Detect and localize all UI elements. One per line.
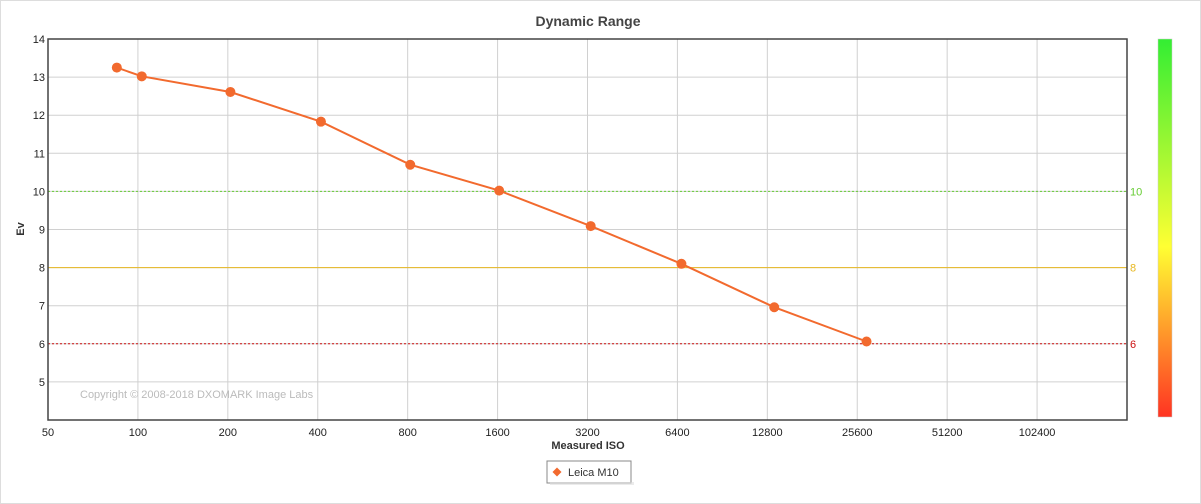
color-scale-bar — [1157, 38, 1173, 418]
x-tick-label: 12800 — [752, 427, 783, 439]
data-point[interactable] — [405, 159, 416, 170]
y-tick-label: 12 — [33, 110, 45, 122]
y-tick-label: 9 — [39, 225, 45, 237]
x-tick-label: 102400 — [1019, 427, 1056, 439]
y-axis-ticks: 5 6 7 8 9 10 11 12 13 14 — [33, 34, 45, 389]
y-tick-label: 14 — [33, 34, 45, 46]
x-axis-ticks: 50 100 200 400 800 1600 3200 6400 12800 25600 5120… — [42, 427, 1056, 439]
y-tick-label: 8 — [39, 263, 45, 275]
reference-labels: 10 8 6 — [1130, 186, 1142, 350]
reference-label-6: 6 — [1130, 339, 1136, 351]
reference-label-10: 10 — [1130, 186, 1142, 198]
y-tick-label: 10 — [33, 186, 45, 198]
y-axis-label: Ev — [15, 221, 27, 235]
grid-lines — [48, 39, 1127, 420]
reference-lines — [48, 190, 1127, 345]
x-tick-label: 200 — [219, 427, 237, 439]
x-tick-label: 400 — [309, 427, 327, 439]
data-point[interactable] — [676, 258, 687, 269]
copyright-text: Copyright © 2008-2018 DXOMARK Image Labs — [80, 389, 314, 401]
x-tick-label: 100 — [129, 427, 147, 439]
data-point[interactable] — [494, 185, 505, 196]
data-point[interactable] — [315, 116, 326, 127]
data-point[interactable] — [225, 86, 236, 97]
data-point[interactable] — [136, 71, 147, 82]
series-leica-m10 — [111, 62, 872, 347]
data-point[interactable] — [861, 336, 872, 347]
legend-item-label: Leica M10 — [568, 467, 619, 479]
x-tick-label: 51200 — [932, 427, 963, 439]
data-point[interactable] — [111, 62, 122, 73]
x-tick-label: 3200 — [575, 427, 599, 439]
x-tick-label: 25600 — [842, 427, 873, 439]
series-line — [116, 66, 867, 343]
legend-marker-icon — [552, 467, 562, 477]
y-tick-label: 11 — [34, 148, 45, 160]
legend[interactable]: Leica M10 — [546, 460, 634, 485]
reference-label-8: 8 — [1130, 263, 1136, 275]
x-tick-label: 50 — [42, 427, 54, 439]
data-point[interactable] — [769, 302, 780, 313]
y-tick-label: 5 — [39, 377, 45, 389]
data-point[interactable] — [585, 221, 596, 232]
chart-title: Dynamic Range — [535, 13, 640, 29]
x-axis-label: Measured ISO — [551, 440, 625, 452]
y-tick-label: 7 — [39, 301, 45, 313]
x-tick-label: 1600 — [485, 427, 509, 439]
legend-shadow — [550, 482, 634, 485]
y-tick-label: 13 — [33, 72, 45, 84]
x-tick-label: 800 — [398, 427, 416, 439]
y-tick-label: 6 — [39, 339, 45, 351]
plot-frame — [47, 38, 1128, 421]
x-tick-label: 6400 — [665, 427, 689, 439]
